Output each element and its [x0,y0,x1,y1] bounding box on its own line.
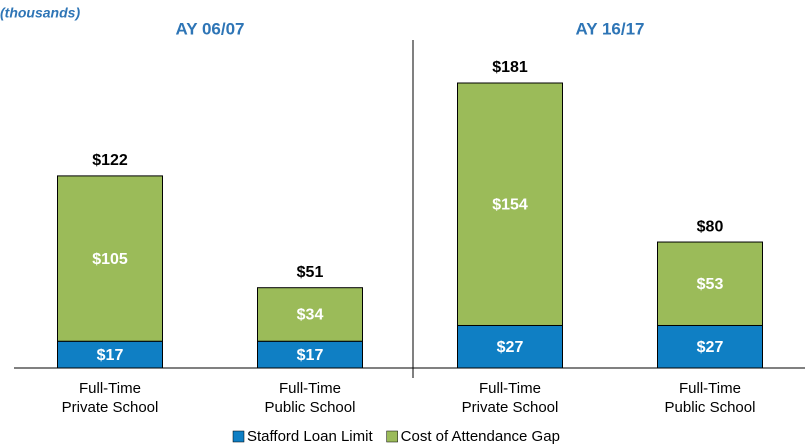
value-label: $27 [497,339,524,356]
x-tick-label: Private School [62,399,159,416]
group-label: AY 06/07 [175,19,244,38]
total-label: $122 [92,152,128,169]
legend-swatch [232,430,245,443]
legend-label: Cost of Attendance Gap [401,428,560,445]
bar-segment [57,175,163,342]
legend-swatch [386,430,398,443]
value-label: $34 [297,307,324,324]
value-label: $154 [492,196,528,213]
x-tick-label: Full-Time [679,380,741,397]
bar-segment [657,324,763,369]
unit-label: (thousands) [0,5,80,21]
legend-label: Stafford Loan Limit [247,428,373,445]
x-tick-label: Full-Time [279,380,341,397]
x-tick-label: Full-Time [479,380,541,397]
x-tick-label: Public School [265,399,356,416]
x-tick-label: Public School [665,399,756,416]
bar-segment [457,324,563,369]
total-label: $181 [492,59,528,76]
group-label: AY 16/17 [575,19,644,38]
value-label: $17 [97,347,124,364]
value-label: $105 [92,251,128,268]
bar-segment [257,287,363,342]
value-label: $17 [297,347,324,364]
value-label: $27 [697,339,724,356]
bar-segment [657,241,763,326]
bar-segment [457,82,563,326]
value-label: $53 [697,276,724,293]
total-label: $51 [297,264,324,281]
x-tick-label: Full-Time [79,380,141,397]
total-label: $80 [697,218,724,235]
x-tick-label: Private School [462,399,559,416]
